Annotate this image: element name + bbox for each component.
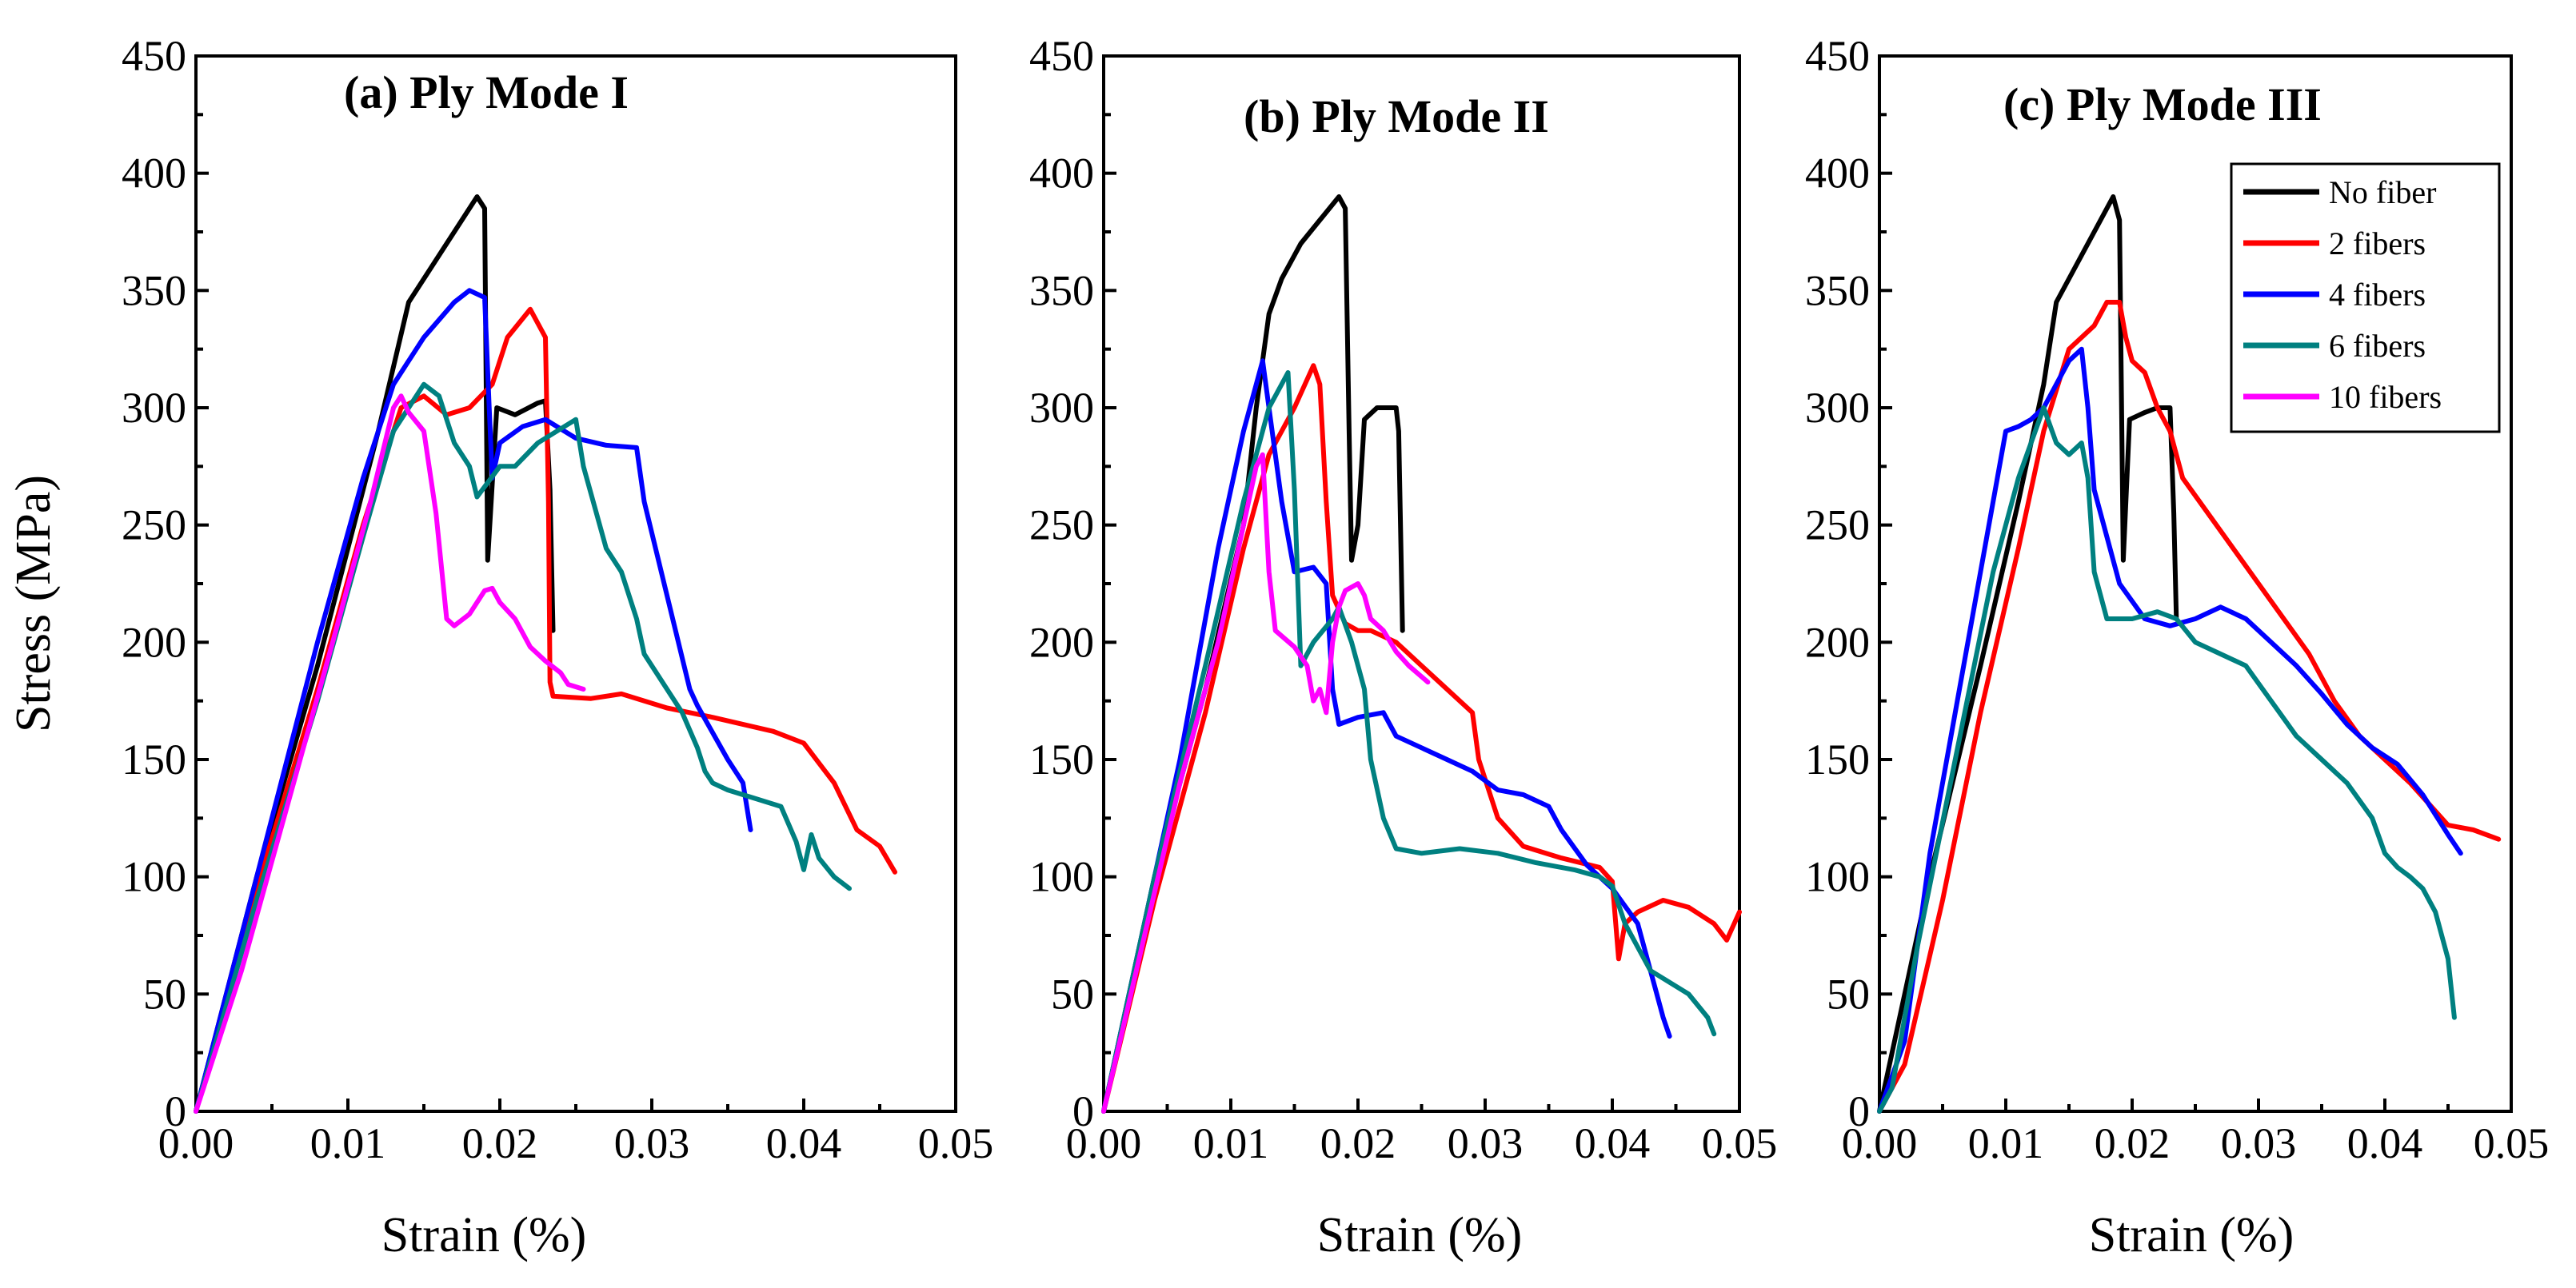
y-tick-label: 300 [122, 384, 186, 432]
x-tick-label: 0.04 [2347, 1119, 2423, 1167]
series-6-fibers [1101, 370, 1717, 1114]
y-axis-label: Stress (MPa) [6, 475, 61, 732]
y-tick-label: 250 [1805, 501, 1870, 549]
series-no-fiber [1101, 194, 1405, 1114]
y-tick-label: 200 [1029, 618, 1094, 666]
series-no-fiber [194, 194, 556, 1114]
y-tick-label: 350 [1805, 266, 1870, 314]
y-tick-label: 250 [1029, 501, 1094, 549]
series-4-fibers [194, 288, 753, 1114]
x-tick-label: 0.01 [1968, 1119, 2044, 1167]
series-4-fibers [1877, 346, 2463, 1114]
y-tick-label: 450 [1805, 32, 1870, 80]
y-tick-label: 350 [122, 266, 186, 314]
x-tick-label: 0.03 [2221, 1119, 2297, 1167]
panel-c-title: (c) Ply Mode III [2003, 78, 2322, 130]
y-tick-label: 200 [122, 618, 186, 666]
x-tick-label: 0.00 [1066, 1119, 1142, 1167]
y-tick-label: 300 [1805, 384, 1870, 432]
panel-a-x-label: Strain (%) [381, 1208, 587, 1262]
y-tick-label: 400 [1029, 150, 1094, 197]
y-tick-label: 400 [122, 150, 186, 197]
panel-c-series [1877, 194, 2502, 1114]
legend: No fiber 2 fibers 4 fibers 6 fibers 10 fiber… [2230, 162, 2501, 433]
y-tick-label: 300 [1029, 384, 1094, 432]
x-tick-label: 0.04 [1575, 1119, 1651, 1167]
y-tick-label: 0 [1848, 1087, 1870, 1135]
x-tick-label: 0.02 [462, 1119, 538, 1167]
series-4-fibers [1101, 358, 1672, 1114]
x-tick-label: 0.05 [1702, 1119, 1778, 1167]
series-2-fibers [1101, 363, 1742, 1114]
x-tick-label: 0.03 [614, 1119, 690, 1167]
panel-a: (a) Ply Mode I Strain (%) Stress (MPa) 0… [6, 32, 993, 1262]
series-6-fibers [194, 381, 852, 1114]
legend-label-4-fibers: 4 fibers [2329, 277, 2426, 313]
x-tick-label: 0.01 [310, 1119, 386, 1167]
y-tick-label: 450 [122, 32, 186, 80]
panel-c-x-label: Strain (%) [2089, 1208, 2294, 1262]
x-tick-label: 0.01 [1193, 1119, 1269, 1167]
x-tick-label: 0.02 [1320, 1119, 1396, 1167]
x-tick-label: 0.04 [766, 1119, 842, 1167]
y-tick-label: 150 [1805, 736, 1870, 784]
x-tick-label: 0.05 [2474, 1119, 2550, 1167]
legend-label-6-fibers: 6 fibers [2329, 328, 2426, 364]
legend-label-no-fiber: No fiber [2329, 174, 2436, 210]
panel-b-series [1101, 194, 1742, 1114]
y-tick-label: 0 [1072, 1087, 1094, 1135]
y-tick-label: 150 [122, 736, 186, 784]
y-tick-label: 50 [1051, 970, 1094, 1018]
y-tick-label: 250 [122, 501, 186, 549]
y-tick-label: 350 [1029, 266, 1094, 314]
panel-a-frame [194, 54, 957, 1113]
y-tick-label: 150 [1029, 736, 1094, 784]
x-tick-label: 0.00 [158, 1119, 234, 1167]
x-tick-label: 0.02 [2095, 1119, 2171, 1167]
legend-box [2230, 162, 2501, 433]
panel-b-title: (b) Ply Mode II [1244, 90, 1549, 142]
series-6-fibers [1877, 405, 2457, 1114]
x-tick-label: 0.03 [1448, 1119, 1524, 1167]
panel-c-ticks: 0.00 0.01 0.02 0.03 0.04 0.05 0 50 100 150 200 250 3… [1805, 32, 2549, 1167]
panel-a-title: (a) Ply Mode I [344, 66, 629, 118]
x-tick-label: 0.05 [918, 1119, 994, 1167]
series-2-fibers [1877, 300, 2502, 1114]
series-2-fibers [194, 306, 897, 1114]
x-tick-label: 0.00 [1842, 1119, 1918, 1167]
y-tick-label: 450 [1029, 32, 1094, 80]
legend-label-10-fibers: 10 fibers [2329, 379, 2442, 415]
y-tick-label: 100 [122, 853, 186, 901]
legend-entries: No fiber 2 fibers 4 fibers 6 fibers 10 fiber… [2243, 174, 2442, 415]
y-tick-label: 100 [1029, 853, 1094, 901]
panel-b: (b) Ply Mode II Strain (%) 0.00 0.01 0.02 0… [1029, 32, 1777, 1262]
panel-c: (c) Ply Mode III Strain (%) 0.00 0.01 0.02… [1805, 32, 2549, 1262]
panel-a-series [194, 194, 897, 1114]
series-10-fibers [1101, 452, 1431, 1114]
y-tick-label: 200 [1805, 618, 1870, 666]
y-tick-label: 50 [1827, 970, 1870, 1018]
series-10-fibers [194, 393, 586, 1114]
panel-b-ticks: 0.00 0.01 0.02 0.03 0.04 0.05 0 50 100 150 200 250 3… [1029, 32, 1777, 1167]
y-tick-label: 0 [165, 1087, 186, 1135]
y-tick-label: 400 [1805, 150, 1870, 197]
legend-label-2-fibers: 2 fibers [2329, 225, 2426, 261]
y-tick-label: 50 [143, 970, 186, 1018]
panel-b-x-label: Strain (%) [1317, 1208, 1523, 1262]
panel-a-ticks: 0.00 0.01 0.02 0.03 0.04 0.05 0 50 100 150 200 250 3… [122, 32, 993, 1167]
y-tick-label: 100 [1805, 853, 1870, 901]
